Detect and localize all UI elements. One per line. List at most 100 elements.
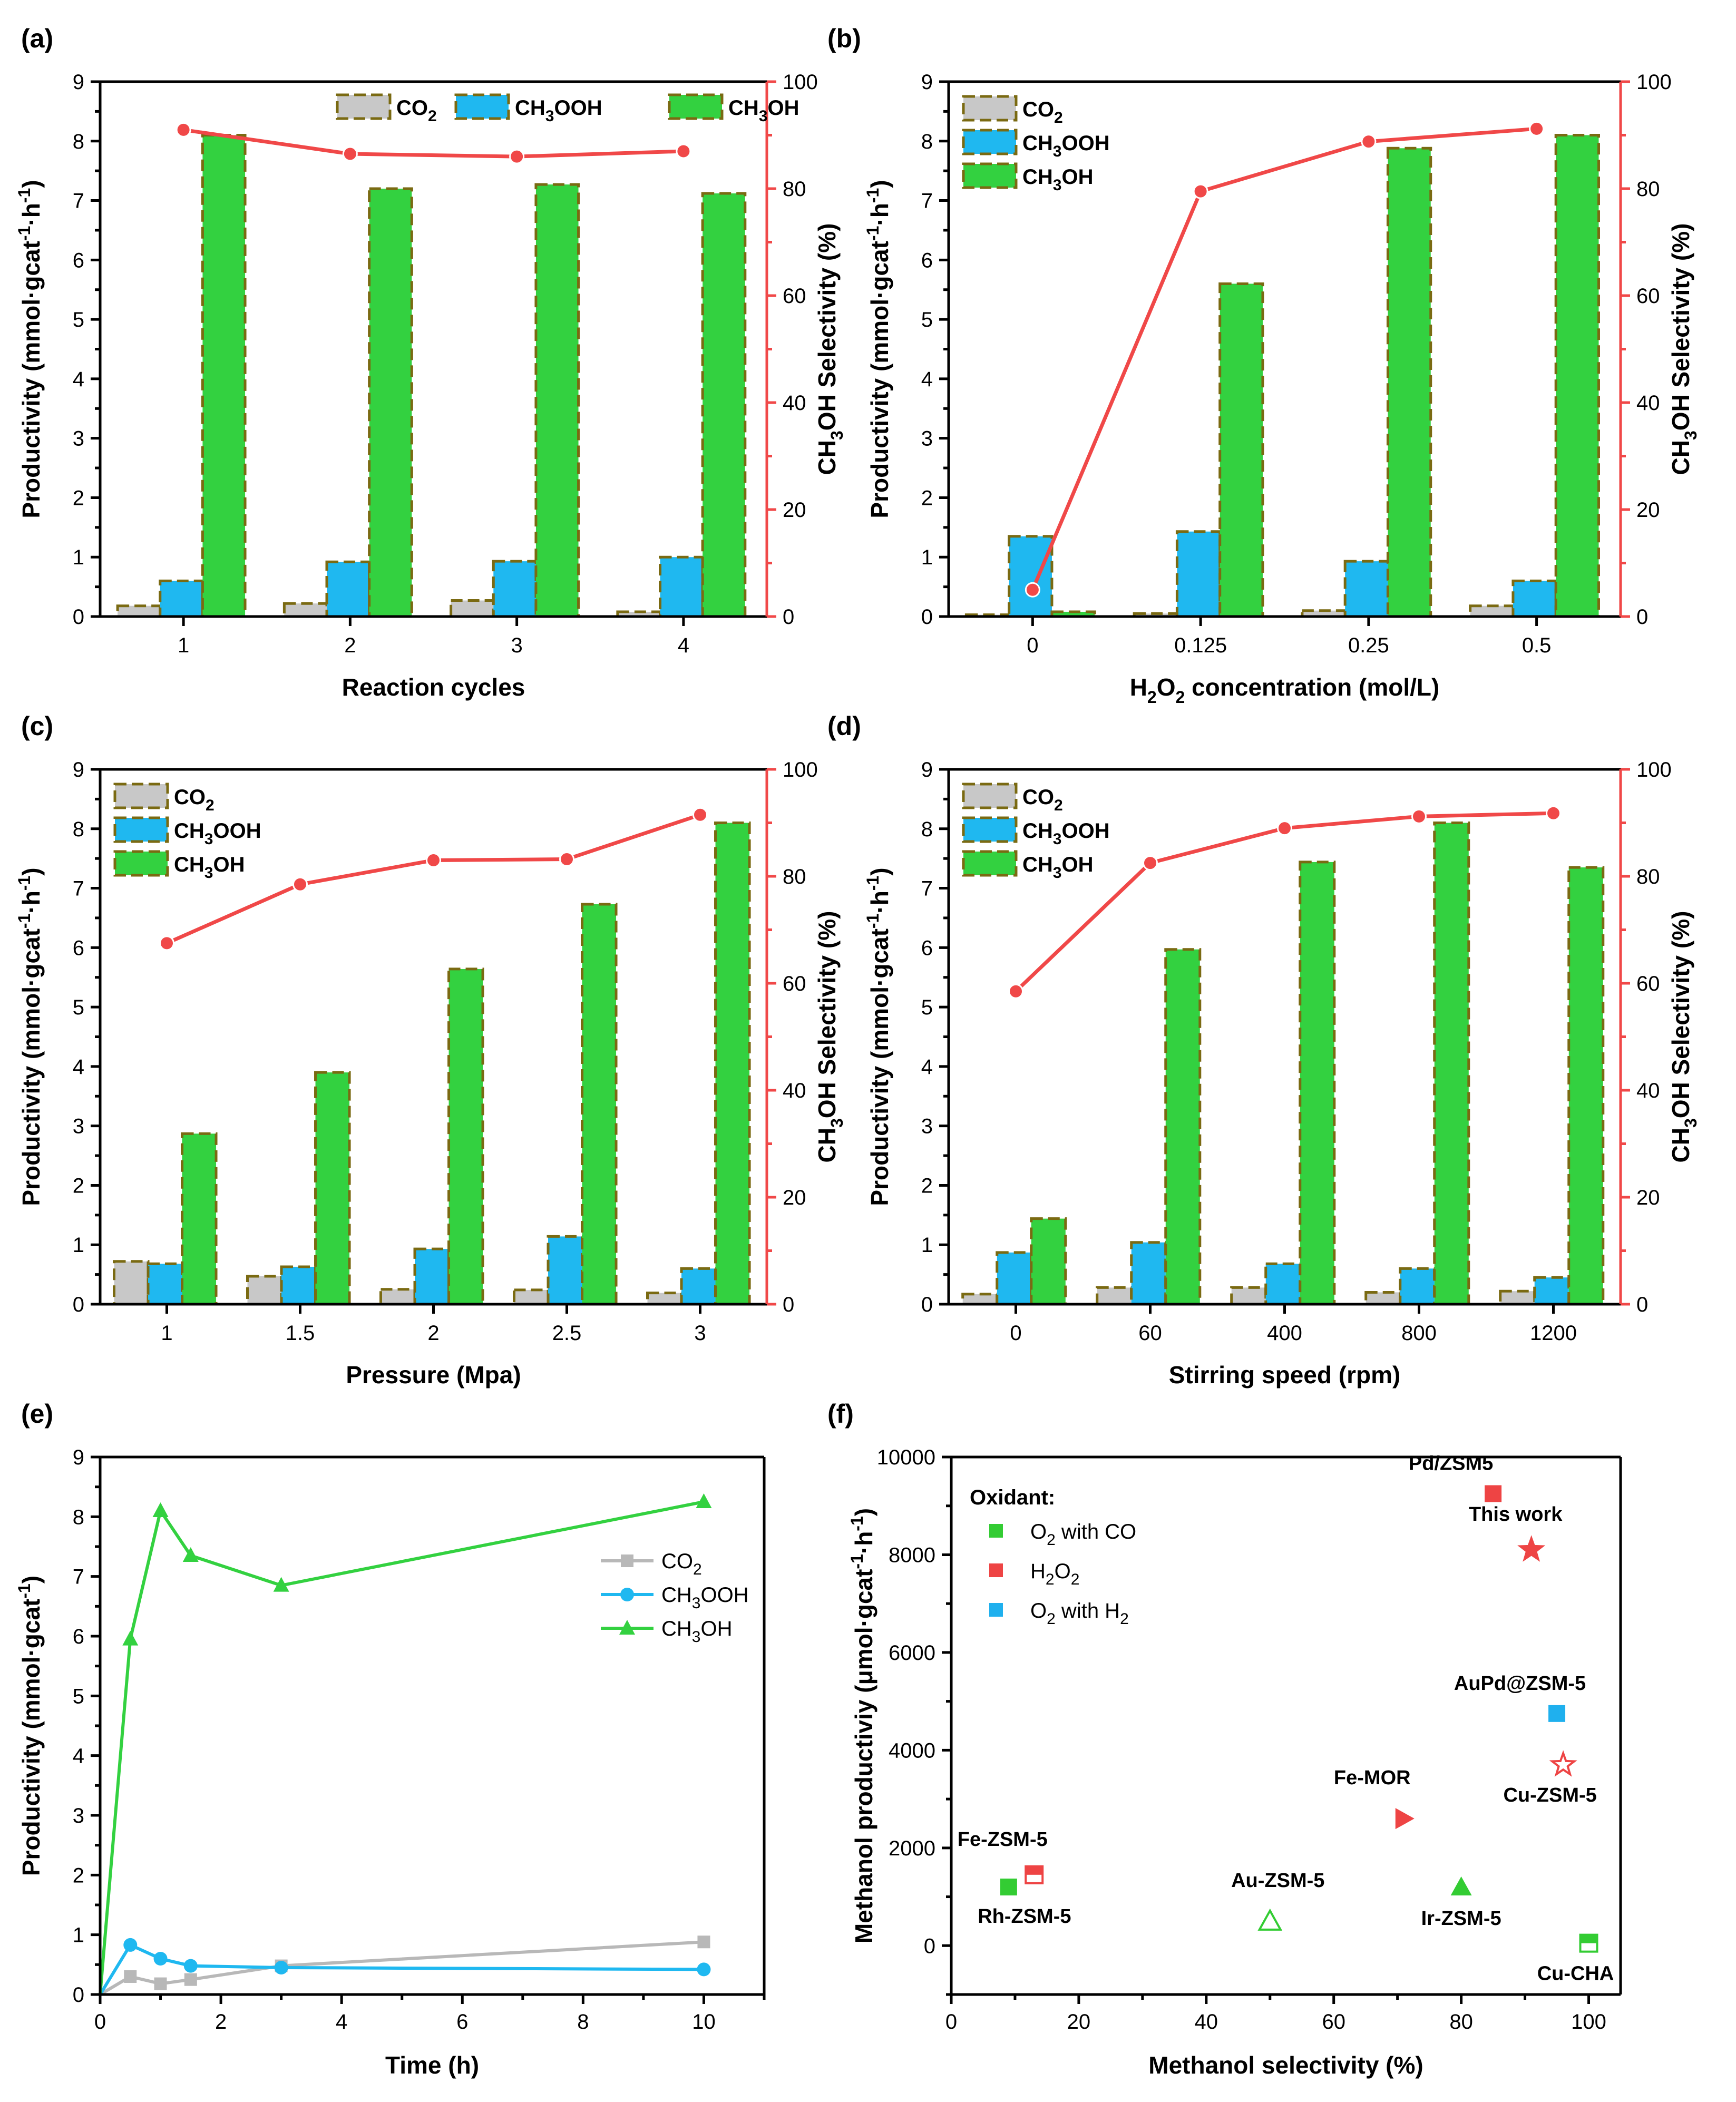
x-tick-label: 0 [945, 2010, 957, 2033]
y-tick-label: 7 [921, 190, 933, 213]
bar-ch3ooh [147, 1262, 184, 1306]
legend-label-co2: CO2 [174, 786, 214, 814]
x-axis-title: Stirring speed (rpm) [1169, 1361, 1401, 1389]
x-tick-label: 1200 [1530, 1322, 1577, 1345]
text-part: ) [17, 867, 45, 875]
legend-swatch-ch3ooh [454, 93, 510, 120]
legend-label-co2: CO2 [1022, 98, 1063, 126]
x-tick-label: 40 [1195, 2010, 1218, 2033]
text-part: 2 [1147, 688, 1157, 707]
selectivity-point [159, 935, 174, 951]
bar-ch3oh [1299, 861, 1336, 1306]
legend-marker-ch3oh [619, 1620, 635, 1635]
text-part: OH [767, 96, 799, 120]
y-tick-label: 1 [921, 1234, 933, 1257]
text-part: O [1055, 1560, 1071, 1583]
text-part: CO [396, 96, 428, 120]
x-tick-label: 0 [1027, 634, 1038, 657]
legend-swatch [989, 1524, 1003, 1538]
bar-co2 [379, 1288, 416, 1306]
point-marker [1548, 1705, 1566, 1722]
text-part: 3 [1053, 864, 1062, 882]
y2-tick-label: 100 [1636, 758, 1672, 781]
panel-d: (d) 0 1 2 3 4 5 6 7 8 9 0 20 40 60 80 100 0 60 400 800 1200 St… [827, 711, 1700, 1389]
bar-ch3oh [1554, 134, 1600, 618]
y-axis-title: Productivity (mmol·gcat-1·h-1) [15, 180, 45, 518]
y-tick-label: 4000 [889, 1739, 935, 1762]
x-tick-label: 60 [1322, 2010, 1345, 2033]
text-part: Productivity (mmol·gcat [866, 928, 893, 1206]
selectivity-point [175, 122, 191, 138]
text-part: -1 [863, 914, 882, 928]
text-part: 3 [1053, 143, 1062, 160]
bar-ch3oh [1218, 282, 1264, 618]
point-marker [1450, 1876, 1472, 1895]
text-part: 3 [204, 830, 213, 848]
text-part: 3 [692, 1595, 701, 1612]
legend-swatch-ch3oh [113, 850, 169, 877]
text-part: 2 [1054, 109, 1063, 126]
selectivity-point [1025, 582, 1040, 598]
legend-label-ch3oh: CH3OH [728, 96, 799, 125]
y-tick-label: 8 [921, 130, 933, 153]
text-part: 3 [692, 1628, 701, 1646]
text-part: CO [174, 786, 206, 809]
y-tick-label: 6 [73, 249, 84, 272]
text-part: -1 [15, 914, 34, 928]
point-label: Au-ZSM-5 [1231, 1870, 1324, 1892]
legend-label-ch3ooh: CH3OOH [661, 1583, 749, 1612]
text-part: with H [1056, 1599, 1120, 1622]
text-part: 3 [1053, 177, 1062, 194]
y-axis-title: Productivity (mmol·gcat-1) [15, 1576, 45, 1876]
y-tick-label: 8 [73, 130, 84, 153]
x-axis-title: H2O2 concentration (mol/L) [1130, 673, 1440, 707]
legend-label-ch3ooh: CH3OOH [1022, 819, 1110, 848]
legend-swatch-ch3ooh [113, 816, 169, 843]
bar-ch3oh [314, 1071, 351, 1306]
selectivity-point [426, 853, 441, 868]
bar-ch3oh [181, 1132, 218, 1306]
x-tick-label: 2 [427, 1322, 439, 1345]
text-part: ) [17, 1576, 45, 1583]
x-tick-label: 0.5 [1522, 634, 1552, 657]
point-label: Fe-ZSM-5 [958, 1829, 1048, 1851]
y-tick-label: 7 [921, 877, 933, 901]
x-tick-label: 3 [511, 634, 523, 657]
point-marker [1000, 1879, 1017, 1895]
bar-ch3ooh [492, 560, 538, 618]
bar-ch3oh [581, 903, 618, 1306]
bar-ch3ooh [547, 1235, 584, 1306]
legend-swatch-ch3ooh [962, 129, 1018, 155]
text-part: 2 [206, 797, 214, 814]
text-part: 3 [827, 431, 846, 440]
point-co2 [154, 1977, 167, 1990]
legend-label-co2: CO2 [661, 1550, 702, 1578]
selectivity-point [1529, 121, 1545, 136]
x-axis-title: Time (h) [385, 2051, 479, 2079]
text-part: -1 [847, 1554, 866, 1569]
selectivity-point [1143, 855, 1158, 871]
point-co2 [124, 1970, 137, 1983]
selectivity-point [292, 876, 308, 892]
point-marker [1485, 1485, 1502, 1502]
text-part: 3 [1681, 1118, 1700, 1128]
panel-label: (a) [21, 24, 53, 53]
point-marker [1257, 1908, 1283, 1931]
bar-ch3ooh [325, 560, 371, 618]
y-tick-label: 6 [921, 936, 933, 960]
legend-label-ch3ooh: CH3OOH [515, 96, 602, 125]
text-part: CH [1022, 819, 1053, 843]
bar-ch3ooh [1533, 1276, 1571, 1306]
text-part: Productivity (mmol·gcat [866, 241, 893, 519]
x-tick-label: 20 [1067, 2010, 1091, 2033]
y2-tick-label: 100 [783, 758, 818, 781]
bar-co2 [1469, 604, 1515, 618]
bar-ch3oh [1164, 948, 1202, 1306]
bar-ch3oh [201, 134, 247, 618]
bar-ch3ooh [1008, 535, 1054, 618]
x-tick-label: 0.125 [1174, 634, 1227, 657]
text-part: -1 [863, 876, 882, 891]
bar-ch3ooh [1343, 560, 1389, 618]
x-tick-label: 8 [577, 2010, 589, 2033]
